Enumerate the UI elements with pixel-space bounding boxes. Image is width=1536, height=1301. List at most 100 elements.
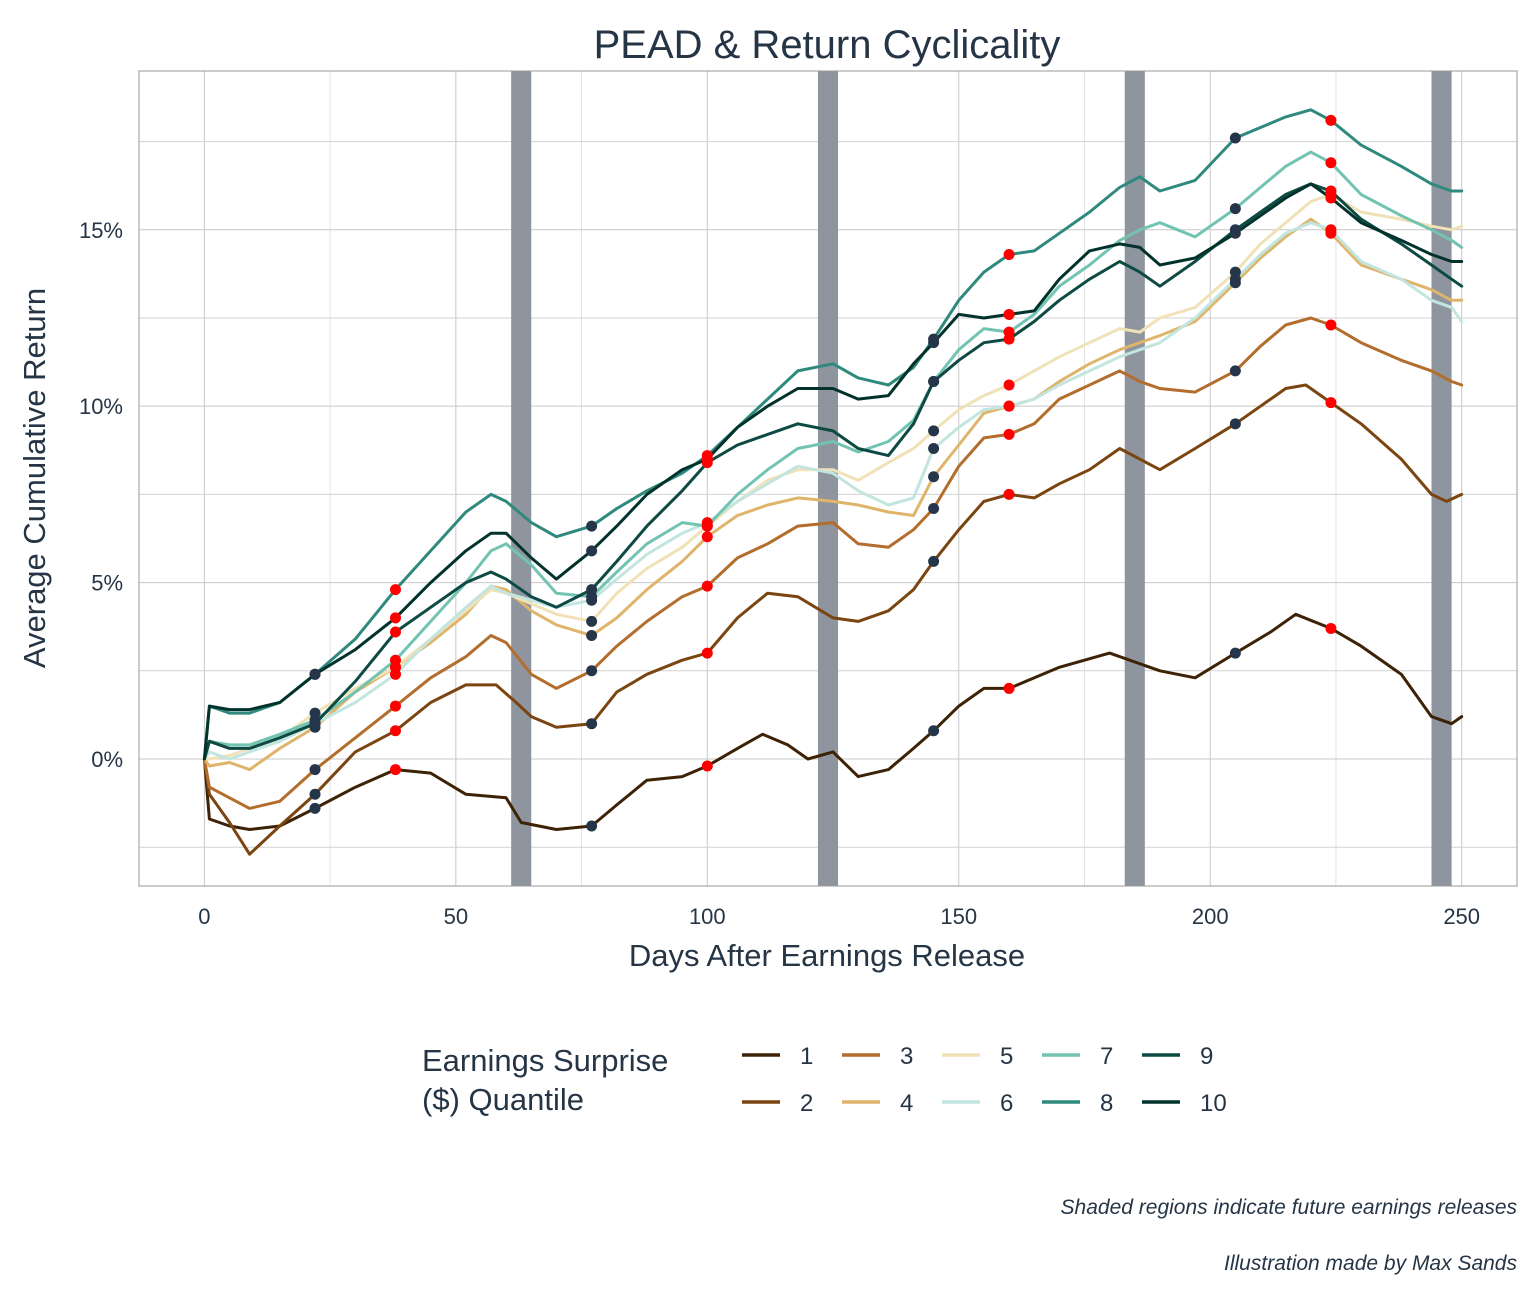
red-point [389,612,401,624]
dark-point [309,788,321,800]
caption-shaded-regions: Shaded regions indicate future earnings … [1061,1196,1518,1219]
x-axis-title: Days After Earnings Release [629,938,1025,973]
red-point [1325,397,1337,409]
legend-label-10: 10 [1200,1090,1227,1117]
series-line-6 [202,221,1464,761]
dark-point [928,337,940,349]
dark-point [586,545,598,557]
red-point [1325,319,1337,331]
red-point [1325,224,1337,236]
dark-point [586,584,598,596]
legend-label-2: 2 [800,1090,813,1117]
series-line-9 [202,182,1464,761]
series-line-10 [202,182,1464,761]
x-tick-label: 150 [940,904,977,929]
legend-label-9: 9 [1200,1043,1213,1070]
plot-area [138,70,1518,887]
red-point [701,531,713,543]
legend-label-4: 4 [900,1090,913,1117]
dark-point [928,502,940,514]
legend-label-6: 6 [1000,1090,1013,1117]
dark-point [1229,203,1241,215]
red-point [701,580,713,592]
red-point [389,725,401,737]
red-point [1003,248,1015,260]
dark-point [1229,418,1241,430]
legend: Earnings Surprise ($) Quantile 1 2 3 4 5 6 7 8 9… [422,1043,1227,1117]
dark-point [1229,365,1241,377]
dark-point [586,820,598,832]
x-tick-label: 50 [444,904,468,929]
red-point [1003,682,1015,694]
dark-point [586,615,598,627]
y-tick-label: 0% [91,747,123,772]
earnings-release-shade [1124,71,1145,886]
red-point [1003,488,1015,500]
red-point [701,760,713,772]
x-tick-label: 200 [1192,904,1229,929]
dark-point [586,520,598,532]
caption-author: Illustration made by Max Sands [1224,1252,1517,1275]
legend-title-line2: ($) Quantile [422,1082,584,1117]
red-point [389,584,401,596]
dark-point [586,630,598,642]
red-point [389,626,401,638]
red-point [389,700,401,712]
y-tick-label: 10% [79,394,123,419]
dark-point [309,668,321,680]
red-point [1325,157,1337,169]
plot-frame [138,70,1518,887]
series-line-8 [202,108,1464,761]
dark-point [586,718,598,730]
dark-point [928,725,940,737]
series-line-7 [202,150,1464,761]
red-point [1003,379,1015,391]
y-tick-label: 15% [79,218,123,243]
y-axis-title: Average Cumulative Return [17,288,52,668]
x-tick-label: 100 [689,904,726,929]
red-point [1325,622,1337,634]
y-tick-label: 5% [91,571,123,596]
earnings-release-shade [817,71,839,886]
legend-label-1: 1 [800,1043,813,1070]
series-line-5 [202,193,1464,761]
earnings-release-shade [1431,71,1452,886]
dark-point [928,471,940,483]
red-point [1325,192,1337,204]
dark-point [586,665,598,677]
red-point [389,654,401,666]
dark-point [1229,647,1241,659]
dark-point [1229,132,1241,144]
red-point [1003,400,1015,412]
series-line-3 [202,316,1464,810]
dark-point [309,802,321,814]
x-tick-label: 0 [198,904,210,929]
red-point [1003,308,1015,320]
dark-point [928,425,940,437]
red-point [389,668,401,680]
chart-title: PEAD & Return Cyclicality [594,23,1061,67]
dark-point [309,718,321,730]
red-point [389,764,401,776]
dark-point [309,764,321,776]
legend-label-8: 8 [1100,1090,1113,1117]
red-point [701,647,713,659]
x-tick-label: 250 [1443,904,1480,929]
dark-point [1229,227,1241,239]
earnings-release-shade [511,71,532,886]
red-point [701,520,713,532]
legend-label-7: 7 [1100,1043,1113,1070]
red-point [1003,333,1015,345]
red-point [701,453,713,465]
dark-point [928,375,940,387]
dark-point [928,443,940,455]
series-line-2 [202,383,1464,856]
red-point [1003,428,1015,440]
red-point [1325,114,1337,126]
legend-title-line1: Earnings Surprise [422,1043,668,1078]
legend-label-5: 5 [1000,1043,1013,1070]
dark-point [928,555,940,567]
legend-label-3: 3 [900,1043,913,1070]
